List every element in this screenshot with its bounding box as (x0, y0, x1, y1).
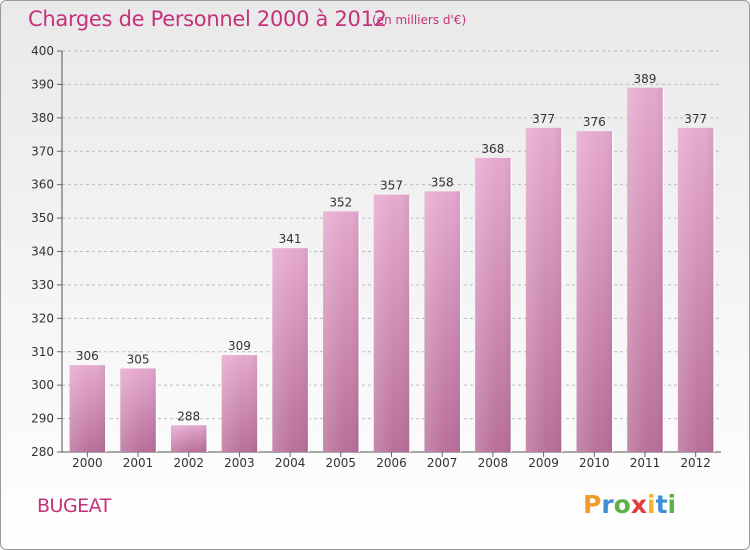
bar-shade (576, 131, 613, 452)
x-tick-label: 2003 (224, 456, 255, 470)
x-tick-label: 2009 (528, 456, 559, 470)
data-label: 305 (127, 352, 150, 366)
y-tick-label: 380 (31, 111, 54, 125)
data-label: 358 (431, 175, 454, 189)
y-tick-label: 390 (31, 77, 54, 91)
label-layer: 306 305 288 309 341 352 357 358 368 377 376 389 377 (76, 72, 707, 424)
x-tick-label: 2000 (72, 456, 103, 470)
y-tick-label: 280 (31, 445, 54, 459)
logo-letter: i (647, 490, 656, 519)
logo-letter: t (655, 490, 668, 519)
proxiti-logo[interactable]: Proxiti (583, 490, 676, 519)
bar-shade (221, 355, 258, 452)
x-tick-label: 2004 (275, 456, 306, 470)
bar-shade (373, 194, 410, 453)
y-tick-label: 370 (31, 144, 54, 158)
data-label: 389 (634, 72, 657, 86)
logo-letter: x (630, 490, 647, 519)
logo-letter: o (613, 490, 631, 519)
bar-shade (272, 248, 308, 452)
x-tick-label: 2008 (478, 456, 509, 470)
bar-shade (525, 127, 562, 452)
data-label: 377 (532, 112, 555, 126)
data-label: 357 (380, 179, 403, 193)
y-tick-label: 400 (31, 44, 54, 58)
x-tick-label: 2012 (680, 456, 711, 470)
x-tick-label: 2002 (173, 456, 204, 470)
logo-letter: r (601, 490, 614, 519)
data-label: 306 (76, 349, 99, 363)
bar-shade (323, 211, 359, 452)
logo-letter: P (583, 490, 602, 519)
y-tick-label: 320 (31, 311, 54, 325)
x-tick-label: 2005 (326, 456, 357, 470)
y-tick-label: 290 (31, 412, 54, 426)
bar-shade (475, 157, 511, 452)
y-tick-label: 340 (31, 245, 54, 259)
y-tick-label: 310 (31, 345, 54, 359)
data-label: 377 (684, 112, 707, 126)
x-tick-label: 2010 (579, 456, 610, 470)
bar-shade (69, 365, 106, 452)
bar-layer (69, 87, 715, 453)
data-label: 288 (177, 409, 200, 423)
chart-title: Charges de Personnel 2000 à 2012 (28, 7, 387, 31)
data-label: 341 (279, 232, 302, 246)
y-tick-label: 330 (31, 278, 54, 292)
data-label: 368 (481, 142, 504, 156)
data-label: 309 (228, 339, 251, 353)
commune-name: BUGEAT (37, 495, 111, 517)
y-tick-label: 300 (31, 378, 54, 392)
bar-shade (170, 425, 207, 452)
x-tick-label: 2001 (123, 456, 154, 470)
y-tick-label: 360 (31, 178, 54, 192)
bar-shade (120, 368, 156, 452)
bar-shade (677, 127, 714, 452)
data-label: 376 (583, 115, 606, 129)
y-tick-label: 350 (31, 211, 54, 225)
x-tick-label: 2007 (427, 456, 458, 470)
chart-subtitle: (en milliers d'€) (372, 13, 467, 27)
x-tick-label: 2006 (376, 456, 407, 470)
data-label: 352 (329, 195, 352, 209)
logo-letter: i (667, 490, 677, 519)
bar-shade (627, 87, 663, 452)
x-tick-label: 2011 (630, 456, 661, 470)
bar-shade (424, 191, 460, 452)
